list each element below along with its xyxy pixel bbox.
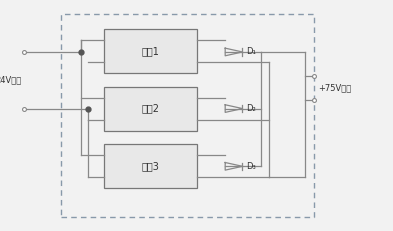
Bar (104, 87, 196, 131)
Text: D₁: D₁ (246, 48, 256, 56)
Bar (104, 144, 196, 188)
Text: 电源1: 电源1 (141, 46, 159, 56)
Bar (104, 29, 196, 73)
Bar (61, 14, 314, 217)
Text: D₂: D₂ (246, 104, 256, 113)
Text: +75V输出: +75V输出 (318, 84, 352, 93)
Text: 电源2: 电源2 (141, 103, 159, 114)
Text: 电源3: 电源3 (141, 161, 159, 171)
Text: 24V输入: 24V输入 (0, 76, 22, 85)
Text: D₃: D₃ (246, 162, 256, 171)
